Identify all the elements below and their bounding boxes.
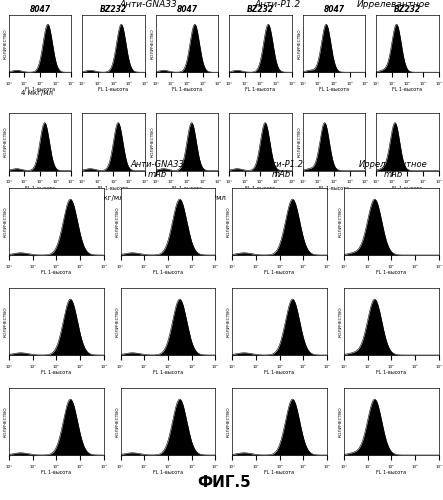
- Text: 4 мкг/мл: 4 мкг/мл: [21, 90, 53, 96]
- Title: 8047: 8047: [30, 5, 51, 14]
- Text: Иррелевантное: Иррелевантное: [357, 0, 430, 9]
- Text: 1,6 мкг/мл: 1,6 мкг/мл: [187, 195, 226, 201]
- Text: 16 мкг/мл: 16 мкг/мл: [87, 195, 124, 201]
- Text: 50 мкг/мл: 50 мкг/мл: [375, 195, 412, 201]
- Y-axis label: КОЛИЧЕСТВО: КОЛИЧЕСТВО: [338, 206, 342, 237]
- X-axis label: FL 1-высота: FL 1-высота: [153, 370, 183, 375]
- Text: 0,4 мкг/мл: 0,4 мкг/мл: [17, 152, 56, 158]
- Y-axis label: КОЛИЧЕСТВО: КОЛИЧЕСТВО: [227, 406, 231, 437]
- X-axis label: FL 1-высота: FL 1-высота: [264, 270, 295, 275]
- Y-axis label: КОЛИЧЕСТВО: КОЛИЧЕСТВО: [115, 406, 119, 437]
- Text: M5682: M5682: [21, 314, 53, 324]
- Text: M986: M986: [24, 226, 50, 235]
- Y-axis label: КОЛИЧЕСТВО: КОЛИЧЕСТВО: [4, 206, 8, 237]
- Text: Анти-GNA33: Анти-GNA33: [120, 0, 177, 9]
- Y-axis label: КОЛИЧЕСТВО: КОЛИЧЕСТВО: [227, 206, 231, 237]
- X-axis label: FL 1-высота: FL 1-высота: [245, 186, 276, 190]
- Y-axis label: КОЛИЧЕСТВО: КОЛИЧЕСТВО: [338, 406, 342, 437]
- X-axis label: FL 1-высота: FL 1-высота: [41, 470, 71, 475]
- X-axis label: FL 1-высота: FL 1-высота: [98, 186, 128, 190]
- X-axis label: FL 1-высота: FL 1-высота: [245, 88, 276, 92]
- Y-axis label: КОЛИЧЕСТВО: КОЛИЧЕСТВО: [338, 306, 342, 337]
- Y-axis label: КОЛИЧЕСТВО: КОЛИЧЕСТВО: [227, 306, 231, 337]
- Text: Анти-GNA33
mAb: Анти-GNA33 mAb: [130, 160, 184, 179]
- Text: B: B: [9, 188, 23, 206]
- Y-axis label: КОЛИЧЕСТВО: КОЛИЧЕСТВО: [4, 28, 8, 59]
- X-axis label: FL 1-высота: FL 1-высота: [41, 370, 71, 375]
- Y-axis label: КОЛИЧЕСТВО: КОЛИЧЕСТВО: [4, 406, 8, 437]
- Y-axis label: КОЛИЧЕСТВО: КОЛИЧЕСТВО: [151, 28, 155, 59]
- Text: Концент-
рация
mAb: Концент- рация mAb: [20, 46, 54, 67]
- Title: BZ232: BZ232: [247, 5, 274, 14]
- Text: 8047: 8047: [25, 405, 49, 414]
- X-axis label: FL 1-высота: FL 1-высота: [376, 270, 406, 275]
- Title: BZ232: BZ232: [394, 5, 421, 14]
- X-axis label: FL 1-высота: FL 1-высота: [392, 88, 423, 92]
- X-axis label: FL 1-высота: FL 1-высота: [264, 470, 295, 475]
- X-axis label: FL 1-высота: FL 1-высота: [172, 186, 202, 190]
- Y-axis label: КОЛИЧЕСТВО: КОЛИЧЕСТВО: [4, 306, 8, 337]
- Text: Анти-P1.2: Анти-P1.2: [254, 0, 300, 9]
- Y-axis label: КОЛИЧЕСТВО: КОЛИЧЕСТВО: [115, 206, 119, 237]
- Title: 8047: 8047: [323, 5, 345, 14]
- X-axis label: FL 1-высота: FL 1-высота: [153, 470, 183, 475]
- Y-axis label: КОЛИЧЕСТВО: КОЛИЧЕСТВО: [4, 126, 8, 158]
- Y-axis label: КОЛИЧЕСТВО: КОЛИЧЕСТВО: [115, 306, 119, 337]
- Title: BZ232: BZ232: [100, 5, 127, 14]
- X-axis label: FL 1-высота: FL 1-высота: [319, 186, 349, 190]
- Text: ФИГ.5: ФИГ.5: [197, 476, 251, 490]
- X-axis label: FL 1-высота: FL 1-высота: [392, 186, 423, 190]
- Y-axis label: КОЛИЧЕСТВО: КОЛИЧЕСТВО: [297, 28, 301, 59]
- X-axis label: FL 1-высота: FL 1-высота: [41, 270, 71, 275]
- Text: Анти-P1.2
mAb: Анти-P1.2 mAb: [260, 160, 303, 179]
- Text: 5 мкг/мл: 5 мкг/мл: [266, 195, 298, 201]
- X-axis label: FL 1-высота: FL 1-высота: [98, 88, 128, 92]
- Text: A: A: [9, 15, 23, 33]
- X-axis label: FL 1-высота: FL 1-высота: [376, 370, 406, 375]
- X-axis label: FL 1-высота: FL 1-высота: [264, 370, 295, 375]
- Title: 8047: 8047: [176, 5, 198, 14]
- Y-axis label: КОЛИЧЕСТВО: КОЛИЧЕСТВО: [151, 126, 155, 158]
- X-axis label: FL 1-высота: FL 1-высота: [319, 88, 349, 92]
- X-axis label: FL 1-высота: FL 1-высота: [376, 470, 406, 475]
- X-axis label: FL 1-высота: FL 1-высота: [153, 270, 183, 275]
- X-axis label: FL 1-высота: FL 1-высота: [25, 186, 55, 190]
- X-axis label: FL 1-высота: FL 1-высота: [172, 88, 202, 92]
- Y-axis label: КОЛИЧЕСТВО: КОЛИЧЕСТВО: [297, 126, 301, 158]
- X-axis label: FL 1-высота: FL 1-высота: [25, 88, 55, 92]
- Text: Иррелевантное
mAb: Иррелевантное mAb: [359, 160, 428, 179]
